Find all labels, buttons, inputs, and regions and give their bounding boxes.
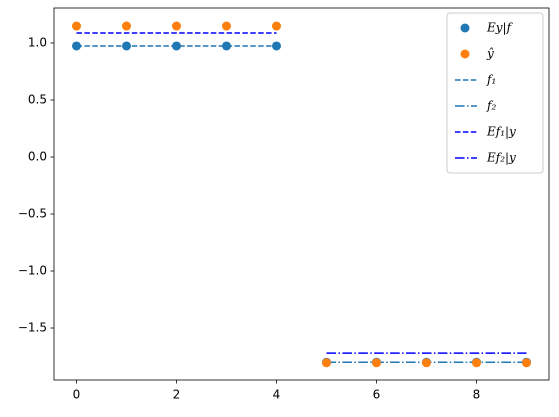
x-tick-label: 6 [373, 388, 381, 402]
x-tick-label: 4 [273, 388, 281, 402]
point [72, 21, 81, 31]
point [72, 41, 81, 51]
x-tick-label: 0 [73, 388, 81, 402]
point [522, 358, 531, 368]
x-tick-label: 8 [473, 388, 481, 402]
point [422, 358, 431, 368]
y-tick-label: −0.5 [18, 207, 47, 221]
x-tick-label: 2 [173, 388, 181, 402]
legend-label: Ef₂|y [486, 151, 516, 165]
y-tick-label: 1.0 [28, 35, 47, 49]
point [472, 358, 481, 368]
legend-box [446, 12, 544, 174]
legend-label: ŷ [486, 47, 494, 61]
point [122, 41, 131, 51]
point [122, 21, 131, 31]
point [172, 41, 181, 51]
point [372, 358, 381, 368]
point [322, 358, 331, 368]
y-tick-label: −1.0 [18, 264, 47, 278]
plot-frame [53, 7, 550, 381]
legend-label: Ey|f [486, 21, 514, 35]
point [172, 21, 181, 31]
point [272, 21, 281, 31]
legend-label: Ef₁|y [486, 125, 516, 139]
legend-label: f₂ [486, 99, 496, 113]
y-tick-label: 0.0 [28, 150, 47, 164]
legend: Ey|f ŷ f₁ f₂ Ef₁|y Ef₂|y [446, 12, 544, 174]
y-tick-label: 0.5 [28, 93, 47, 107]
point [272, 41, 281, 51]
legend-swatch [460, 23, 470, 33]
point [222, 21, 231, 31]
y-tick-label: −1.5 [18, 321, 47, 335]
legend-swatch [460, 49, 470, 59]
legend-label: f₁ [486, 73, 496, 87]
point [222, 41, 231, 51]
